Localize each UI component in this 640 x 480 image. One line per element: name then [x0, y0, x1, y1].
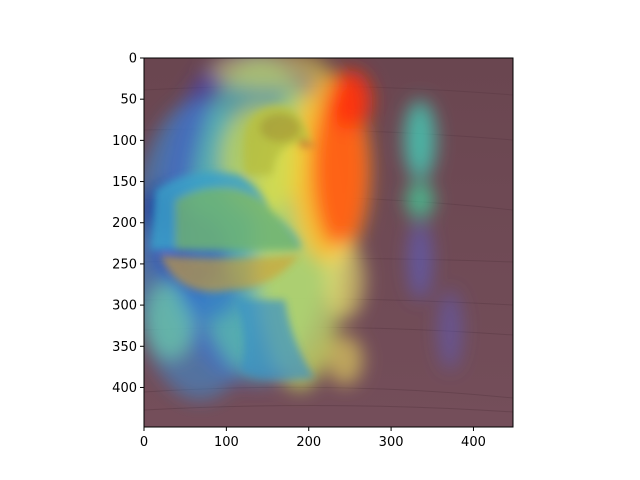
y-tick-label: 250 [112, 257, 137, 272]
x-tick-label: 200 [296, 435, 321, 450]
axes-frame [143, 57, 514, 428]
y-tick-label: 0 [129, 52, 137, 67]
x-axis: 0 100 200 300 400 [140, 427, 486, 450]
x-tick-label: 100 [214, 435, 239, 450]
x-tick-label: 300 [379, 435, 404, 450]
y-tick-label: 350 [112, 340, 137, 355]
y-axis: 0 50 100 150 200 250 300 350 400 [112, 52, 144, 396]
y-tick-label: 400 [112, 381, 137, 396]
y-tick-label: 200 [112, 216, 137, 231]
y-tick-label: 150 [112, 175, 137, 190]
x-tick-label: 400 [461, 435, 486, 450]
x-tick-label: 0 [140, 435, 148, 450]
duck-figure [150, 105, 318, 381]
heatmap-overlay [144, 58, 513, 413]
y-tick-label: 300 [112, 299, 137, 314]
y-tick-label: 100 [112, 134, 137, 149]
y-tick-label: 50 [120, 93, 137, 108]
plot-axes [143, 57, 514, 428]
